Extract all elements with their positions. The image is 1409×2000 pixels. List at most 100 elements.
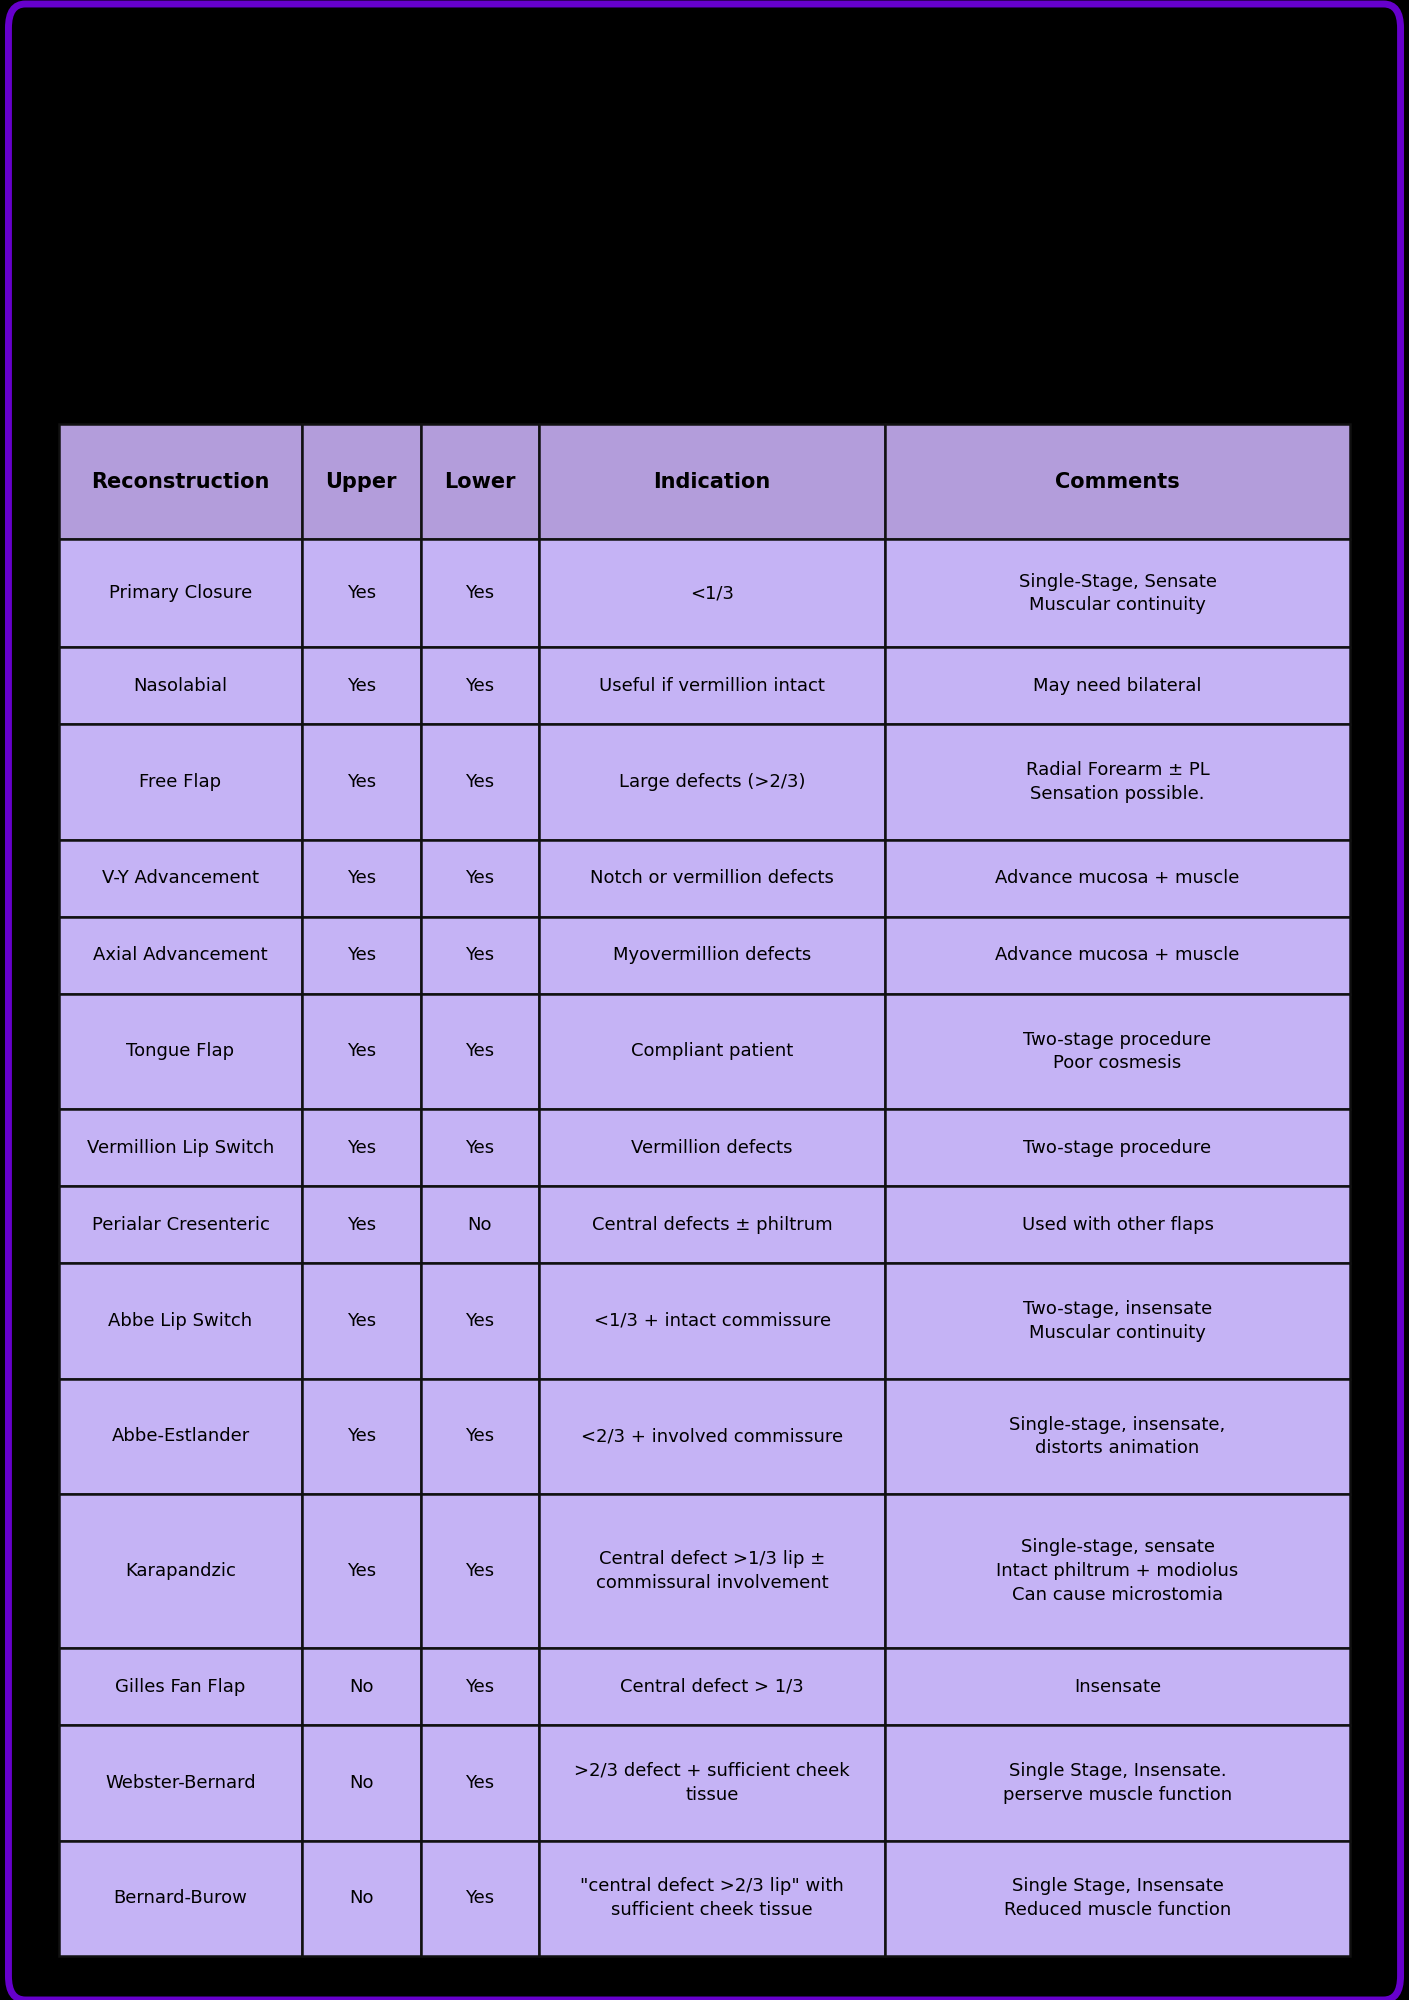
Bar: [59, 1726, 302, 1840]
Text: Comments: Comments: [1055, 472, 1179, 492]
Text: Single Stage, Insensate
Reduced muscle function: Single Stage, Insensate Reduced muscle f…: [1003, 1878, 1231, 1920]
Bar: [302, 648, 420, 724]
Text: Single Stage, Insensate.
perserve muscle function: Single Stage, Insensate. perserve muscle…: [1003, 1762, 1231, 1804]
Bar: [885, 424, 1350, 540]
Text: Yes: Yes: [465, 1890, 495, 1908]
Bar: [885, 1186, 1350, 1264]
Bar: [302, 1110, 420, 1186]
Text: No: No: [349, 1774, 373, 1792]
Bar: [420, 916, 540, 994]
Bar: [59, 994, 302, 1110]
Text: <2/3 + involved commissure: <2/3 + involved commissure: [581, 1428, 844, 1446]
Text: "central defect >2/3 lip" with
sufficient cheek tissue: "central defect >2/3 lip" with sufficien…: [581, 1878, 844, 1920]
Text: Yes: Yes: [465, 946, 495, 964]
Bar: [302, 1186, 420, 1264]
Text: Yes: Yes: [347, 1138, 376, 1156]
Text: Reconstruction: Reconstruction: [92, 472, 269, 492]
Text: Primary Closure: Primary Closure: [108, 584, 252, 602]
Bar: [59, 1648, 302, 1726]
Bar: [59, 424, 302, 540]
Text: Axial Advancement: Axial Advancement: [93, 946, 268, 964]
Bar: [420, 1840, 540, 1956]
Bar: [302, 1264, 420, 1378]
Bar: [59, 1494, 302, 1648]
Bar: [302, 724, 420, 840]
Text: Bernard-Burow: Bernard-Burow: [114, 1890, 248, 1908]
Bar: [540, 648, 885, 724]
Bar: [420, 724, 540, 840]
Text: Advance mucosa + muscle: Advance mucosa + muscle: [995, 870, 1240, 888]
Bar: [420, 840, 540, 916]
Bar: [885, 1648, 1350, 1726]
Bar: [420, 424, 540, 540]
Text: Yes: Yes: [465, 772, 495, 790]
Text: Lower: Lower: [444, 472, 516, 492]
Text: Abbe-Estlander: Abbe-Estlander: [111, 1428, 249, 1446]
Text: Advance mucosa + muscle: Advance mucosa + muscle: [995, 946, 1240, 964]
Bar: [302, 1726, 420, 1840]
Text: Gilles Fan Flap: Gilles Fan Flap: [116, 1678, 245, 1696]
Bar: [885, 994, 1350, 1110]
Text: Compliant patient: Compliant patient: [631, 1042, 793, 1060]
Bar: [59, 648, 302, 724]
Bar: [59, 916, 302, 994]
Bar: [540, 1264, 885, 1378]
Text: Yes: Yes: [347, 1216, 376, 1234]
Bar: [885, 540, 1350, 648]
Bar: [885, 1264, 1350, 1378]
Bar: [59, 1264, 302, 1378]
Text: Yes: Yes: [347, 1312, 376, 1330]
Bar: [540, 1378, 885, 1494]
Text: No: No: [349, 1678, 373, 1696]
Text: Yes: Yes: [465, 1042, 495, 1060]
Bar: [59, 540, 302, 648]
Text: 🧑‍⚕️: 🧑‍⚕️: [675, 210, 734, 262]
Text: Vermillion defects: Vermillion defects: [631, 1138, 793, 1156]
Bar: [540, 540, 885, 648]
Text: >2/3 defect + sufficient cheek
tissue: >2/3 defect + sufficient cheek tissue: [575, 1762, 850, 1804]
Text: Two-stage procedure
Poor cosmesis: Two-stage procedure Poor cosmesis: [1023, 1030, 1212, 1072]
Text: Yes: Yes: [347, 584, 376, 602]
Bar: [885, 724, 1350, 840]
Text: Radial Forearm ± PL
Sensation possible.: Radial Forearm ± PL Sensation possible.: [1026, 762, 1209, 802]
Text: Yes: Yes: [465, 1562, 495, 1580]
Text: No: No: [468, 1216, 492, 1234]
Text: Upper: Upper: [325, 472, 397, 492]
Text: Large defects (>2/3): Large defects (>2/3): [619, 772, 806, 790]
Text: Indication: Indication: [654, 472, 771, 492]
Text: May need bilateral: May need bilateral: [1033, 676, 1202, 694]
Text: <1/3: <1/3: [690, 584, 734, 602]
Text: Yes: Yes: [347, 870, 376, 888]
Bar: [420, 1264, 540, 1378]
Bar: [540, 1648, 885, 1726]
Bar: [540, 994, 885, 1110]
Bar: [302, 424, 420, 540]
Bar: [302, 916, 420, 994]
Text: Single-stage, insensate,
distorts animation: Single-stage, insensate, distorts animat…: [1009, 1416, 1226, 1458]
Text: Two-stage, insensate
Muscular continuity: Two-stage, insensate Muscular continuity: [1023, 1300, 1212, 1342]
Bar: [540, 724, 885, 840]
Bar: [885, 1378, 1350, 1494]
Bar: [420, 1186, 540, 1264]
Text: Yes: Yes: [347, 1428, 376, 1446]
Text: Yes: Yes: [465, 1774, 495, 1792]
Bar: [420, 1726, 540, 1840]
Text: No: No: [349, 1890, 373, 1908]
Text: Nasolabial: Nasolabial: [134, 676, 228, 694]
Bar: [59, 1186, 302, 1264]
Bar: [302, 1378, 420, 1494]
Text: Used with other flaps: Used with other flaps: [1022, 1216, 1213, 1234]
Text: <1/3 + intact commissure: <1/3 + intact commissure: [593, 1312, 831, 1330]
Text: Myovermillion defects: Myovermillion defects: [613, 946, 812, 964]
Text: Yes: Yes: [465, 1678, 495, 1696]
Bar: [420, 1378, 540, 1494]
Text: Notch or vermillion defects: Notch or vermillion defects: [590, 870, 834, 888]
Bar: [302, 994, 420, 1110]
Text: Yes: Yes: [347, 1042, 376, 1060]
Bar: [540, 840, 885, 916]
Text: Vermillion Lip Switch: Vermillion Lip Switch: [87, 1138, 275, 1156]
Bar: [59, 724, 302, 840]
Bar: [302, 1840, 420, 1956]
Bar: [420, 540, 540, 648]
Bar: [59, 840, 302, 916]
